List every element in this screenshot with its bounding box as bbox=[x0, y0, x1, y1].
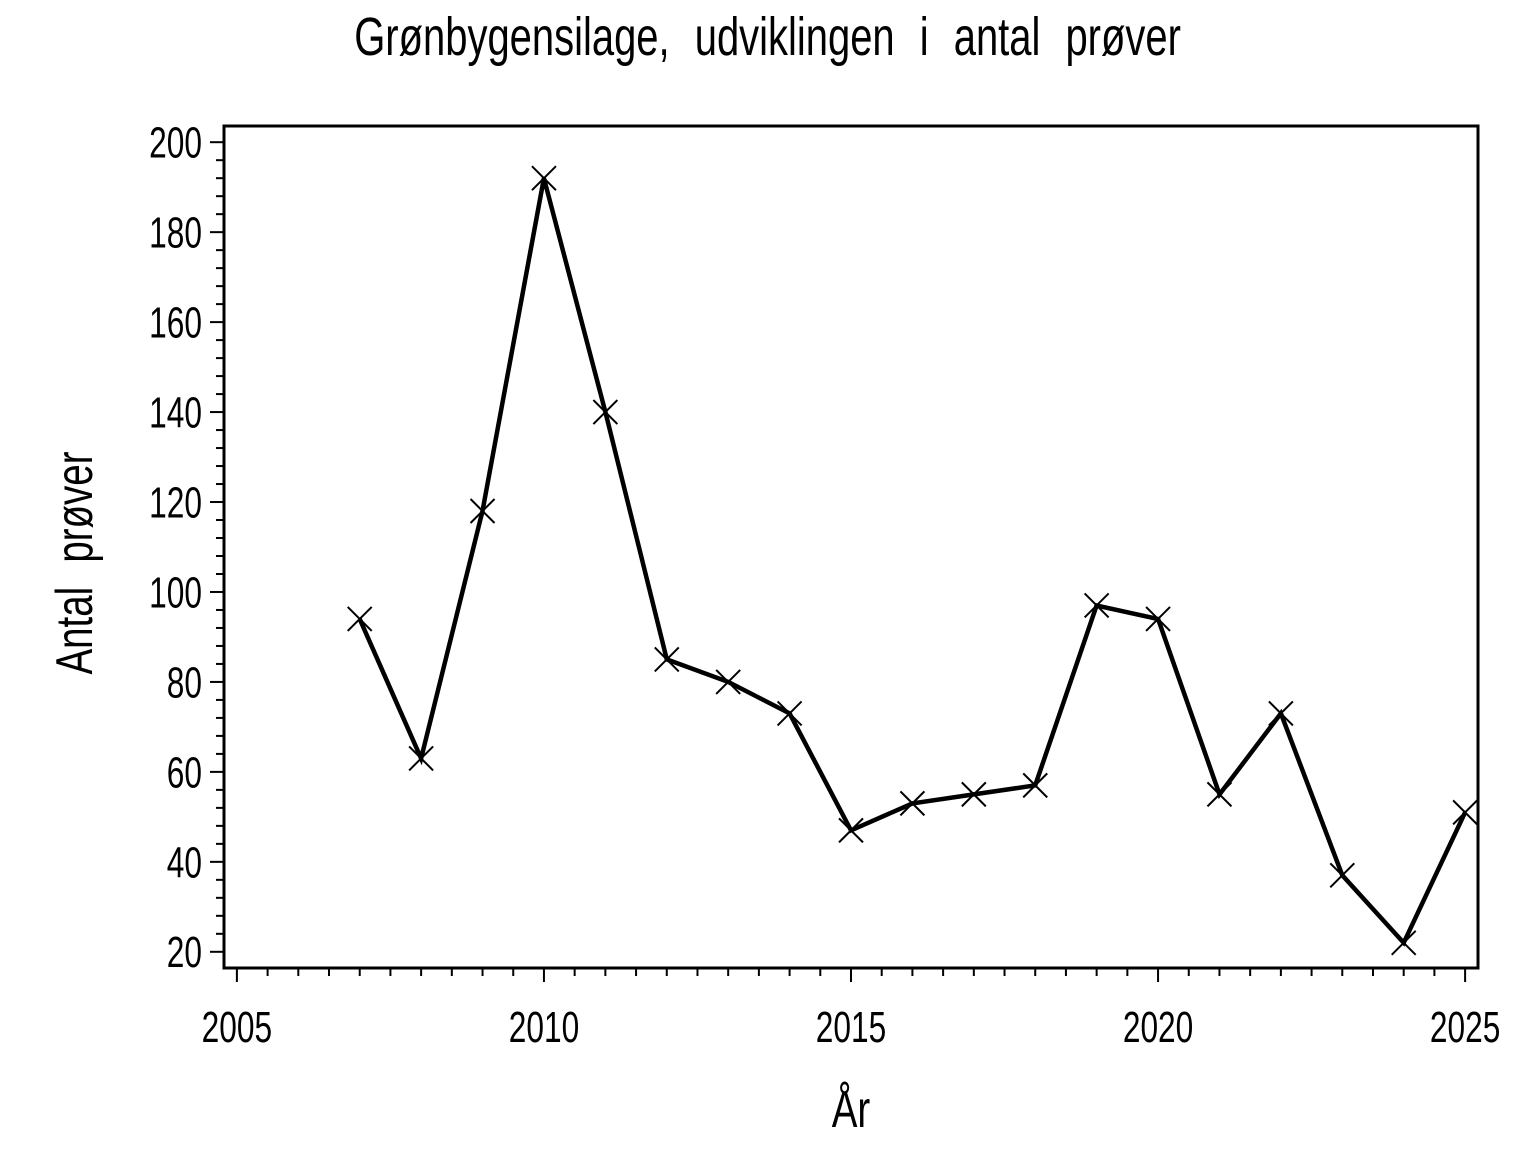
y-axis-tick-label: 20 bbox=[167, 928, 202, 977]
data-point-marker bbox=[1329, 862, 1355, 889]
x-axis-tick-label: 2010 bbox=[509, 1003, 579, 1052]
y-axis-tick-label: 60 bbox=[167, 748, 202, 797]
data-point-marker bbox=[899, 790, 926, 817]
data-point-marker bbox=[838, 817, 864, 844]
x-axis-label: År bbox=[224, 1084, 1478, 1136]
data-point-marker bbox=[592, 399, 619, 425]
data-point-marker bbox=[1390, 930, 1417, 956]
y-axis-tick-label: 40 bbox=[167, 838, 202, 887]
x-axis-label-text: År bbox=[831, 1081, 871, 1139]
data-point-marker bbox=[654, 646, 680, 673]
x-axis-tick-label: 2025 bbox=[1430, 1003, 1500, 1052]
data-point-marker bbox=[776, 700, 803, 727]
y-axis-tick-label: 80 bbox=[167, 658, 202, 707]
y-axis-tick-label: 120 bbox=[149, 478, 202, 527]
y-axis-tick-label: 100 bbox=[149, 568, 202, 617]
data-point-marker bbox=[408, 745, 434, 772]
data-point-marker bbox=[347, 606, 373, 632]
data-series-line bbox=[357, 177, 1468, 947]
data-point-marker bbox=[1145, 606, 1171, 632]
data-point-marker bbox=[715, 669, 741, 695]
y-axis-tick-label: 180 bbox=[149, 209, 202, 258]
plot-frame bbox=[222, 124, 1480, 970]
x-axis-tick-label: 2020 bbox=[1123, 1003, 1193, 1052]
data-point-marker bbox=[531, 165, 557, 191]
data-point-marker bbox=[961, 781, 987, 808]
data-point-marker bbox=[1022, 772, 1048, 799]
data-point-marker bbox=[469, 498, 496, 524]
data-point-marker bbox=[1268, 700, 1294, 727]
x-axis-tick-label: 2015 bbox=[816, 1003, 886, 1052]
x-axis-tick-label: 2005 bbox=[202, 1003, 272, 1052]
chart-title-text: Grønbygensilage, udviklingen i antal prø… bbox=[354, 7, 1182, 67]
y-axis-tick-label: 160 bbox=[149, 298, 202, 347]
data-point-marker bbox=[1206, 781, 1233, 808]
y-axis-tick-label: 200 bbox=[149, 119, 202, 168]
data-point-marker bbox=[1452, 799, 1478, 826]
data-point-marker bbox=[1083, 592, 1110, 619]
y-axis-tick-label: 140 bbox=[149, 388, 202, 437]
chart-title: Grønbygensilage, udviklingen i antal prø… bbox=[0, 7, 1536, 67]
